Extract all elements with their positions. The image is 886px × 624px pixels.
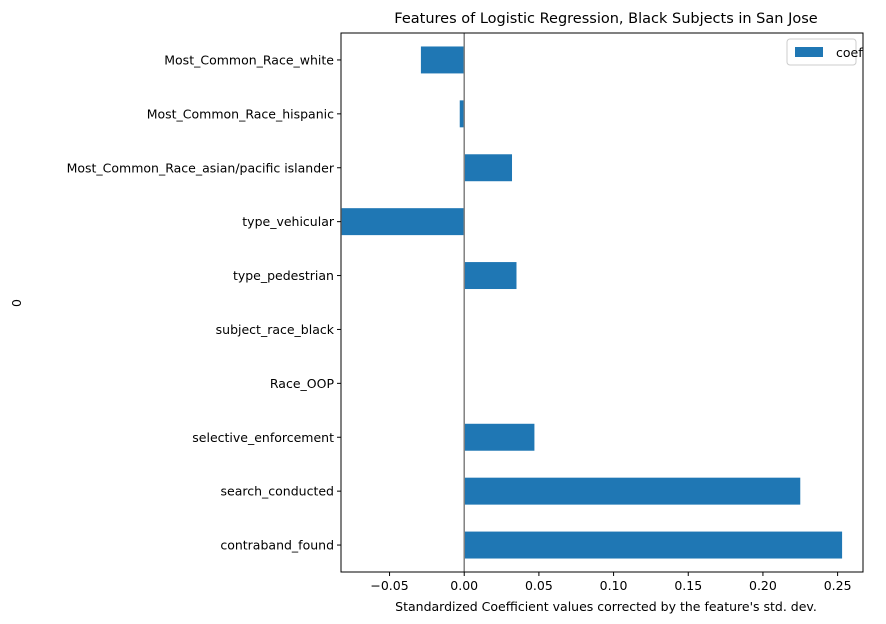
bar-type-vehicular — [341, 208, 465, 236]
x-axis-title: Standardized Coefficient values correcte… — [395, 599, 817, 614]
y-tick-label: type_pedestrian — [233, 268, 334, 283]
x-tick-label: 0.05 — [525, 578, 553, 593]
x-tick-label: 0.00 — [450, 578, 478, 593]
bar-selective-enforcement — [464, 423, 535, 451]
legend: coef — [786, 38, 863, 66]
y-tick-label: Most_Common_Race_hispanic — [147, 106, 334, 121]
y-tick-label: Most_Common_Race_asian/pacific islander — [67, 160, 335, 175]
x-tick-label: 0.15 — [674, 578, 702, 593]
bar-contraband-found — [464, 531, 843, 559]
y-tick-label: selective_enforcement — [192, 430, 334, 445]
y-tick-label: search_conducted — [221, 484, 334, 499]
plot-frame — [340, 32, 864, 573]
bar-search-conducted — [464, 477, 801, 505]
y-tick-label: Most_Common_Race_white — [164, 52, 334, 67]
x-axis: −0.05 0.00 0.05 0.10 0.15 0.20 0.25 — [370, 572, 852, 593]
y-tick-label: subject_race_black — [216, 322, 335, 337]
legend-label: coef — [836, 45, 863, 60]
legend-swatch — [795, 47, 823, 57]
chart-title: Features of Logistic Regression, Black S… — [394, 11, 817, 27]
y-tick-label: contraband_found — [220, 538, 334, 553]
bar-type-pedestrian — [464, 262, 517, 290]
bar-most-common-race-asian-pacific-islander — [464, 154, 513, 182]
bar-most-common-race-white — [420, 46, 465, 74]
bars-group — [341, 46, 843, 559]
y-tick-label: type_vehicular — [242, 214, 335, 229]
bar-most-common-race-hispanic — [459, 100, 465, 128]
y-axis: contraband_found search_conducted selectiv… — [67, 52, 341, 553]
x-tick-label: 0.20 — [749, 578, 777, 593]
y-tick-label: Race_OOP — [270, 376, 335, 391]
x-tick-label: 0.25 — [824, 578, 852, 593]
x-tick-label: −0.05 — [370, 578, 408, 593]
y-axis-title: 0 — [9, 299, 24, 307]
x-tick-label: 0.10 — [600, 578, 628, 593]
